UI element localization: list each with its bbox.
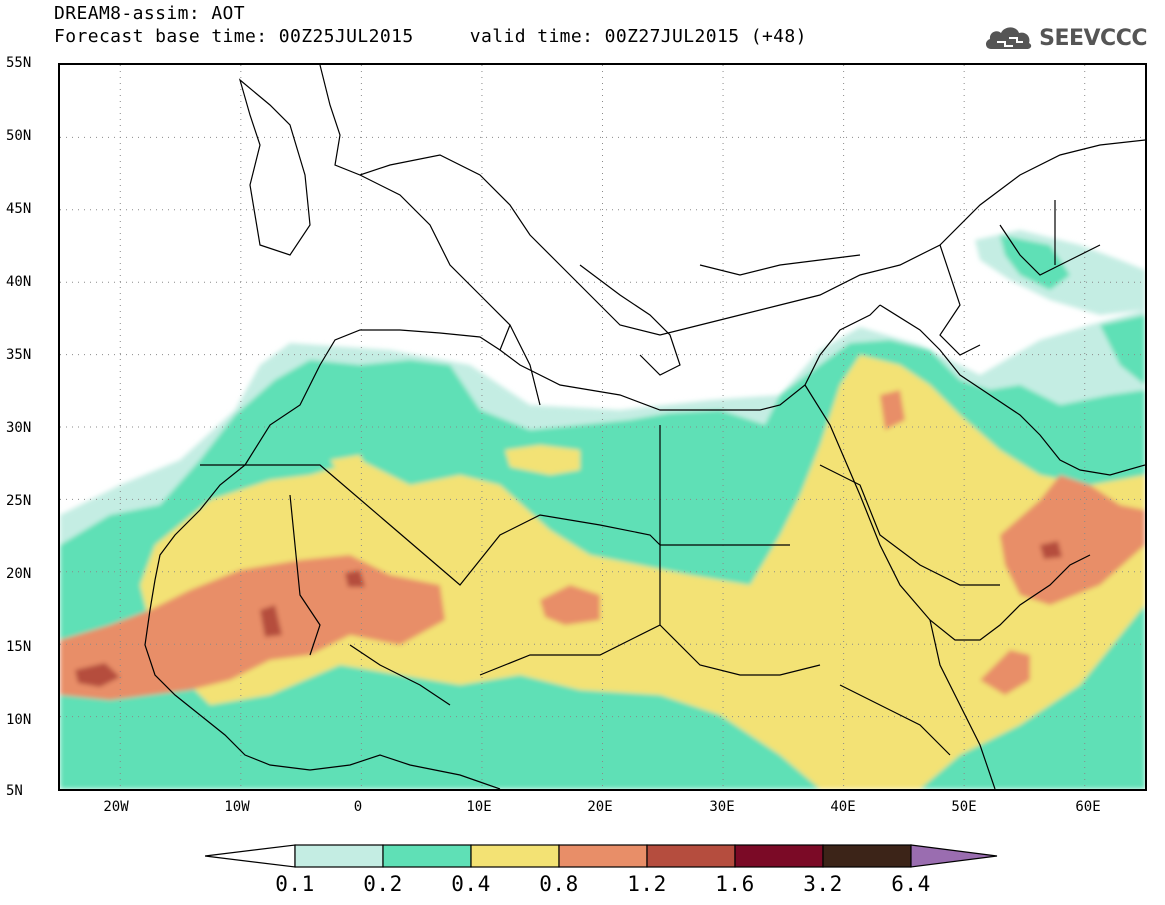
map-canvas xyxy=(60,65,1145,789)
lat-label-25n: 25N xyxy=(6,493,32,509)
aot-field-0-8 xyxy=(60,555,445,700)
lon-label-20e: 20E xyxy=(587,799,613,815)
coastlines xyxy=(144,65,1145,789)
brand-name: SEEVCCC xyxy=(1039,25,1147,51)
lat-label-20n: 20N xyxy=(6,566,32,582)
cloud-icon xyxy=(986,27,1032,49)
colorbar-label-0-2: 0.2 xyxy=(363,872,403,896)
lon-label-0: 0 xyxy=(353,799,363,815)
aot-field-0-4c xyxy=(330,455,370,480)
aot-field-0-8b xyxy=(540,585,600,625)
aot-contour-fields xyxy=(60,230,1145,789)
lat-label-40n: 40N xyxy=(6,274,32,290)
colorbar-label-0-1: 0.1 xyxy=(275,872,315,896)
colorbar-segment-1-6 xyxy=(734,844,824,868)
colorbar xyxy=(205,844,998,868)
valid-time: valid time: 00Z27JUL2015 (+48) xyxy=(469,26,807,47)
colorbar-segment-0-1 xyxy=(294,844,384,868)
lon-label-10e: 10E xyxy=(466,799,492,815)
colorbar-label-1-2: 1.2 xyxy=(627,872,667,896)
aot-map xyxy=(58,63,1147,791)
colorbar-label-6-4: 6.4 xyxy=(891,872,931,896)
aot-field-0-2c xyxy=(1100,315,1145,385)
graticule xyxy=(60,65,1145,789)
colorbar-segment-0-4 xyxy=(470,844,560,868)
colorbar-below-triangle xyxy=(205,844,296,868)
aot-field-1-2b xyxy=(260,605,282,637)
lon-label-50e: 50E xyxy=(951,799,977,815)
aot-field-0-8d xyxy=(980,650,1030,695)
lat-label-15n: 15N xyxy=(6,639,32,655)
colorbar-segment-0-8 xyxy=(558,844,648,868)
lon-label-10w: 10W xyxy=(224,799,250,815)
lat-label-45n: 45N xyxy=(6,201,32,217)
colorbar-above-triangle xyxy=(910,844,998,868)
colorbar-segment-0-2 xyxy=(382,844,472,868)
colorbar-label-0-8: 0.8 xyxy=(539,872,579,896)
aot-field-0-8e xyxy=(880,390,905,430)
aot-field-0-2b xyxy=(1000,235,1070,290)
aot-field-1-2d xyxy=(1040,541,1062,559)
seevccc-logo: SEEVCCC xyxy=(983,22,1147,54)
lat-label-35n: 35N xyxy=(6,347,32,363)
aot-field-0-4b xyxy=(505,445,580,475)
map-title: DREAM8-assim: AOT xyxy=(54,3,246,24)
lon-label-40e: 40E xyxy=(830,799,856,815)
aot-field-1-2c xyxy=(345,570,365,587)
lon-label-30e: 30E xyxy=(709,799,735,815)
colorbar-label-1-6: 1.6 xyxy=(715,872,755,896)
colorbar-label-3-2: 3.2 xyxy=(803,872,843,896)
aot-field-0-8c xyxy=(1000,475,1145,605)
time-info: Forecast base time: 00Z25JUL2015 valid t… xyxy=(54,27,807,47)
aot-field-1-2 xyxy=(75,663,120,687)
lat-label-55n: 55N xyxy=(6,55,32,71)
lat-label-50n: 50N xyxy=(6,128,32,144)
lon-label-20w: 20W xyxy=(103,799,129,815)
lon-label-60e: 60E xyxy=(1075,799,1101,815)
colorbar-label-0-4: 0.4 xyxy=(451,872,491,896)
colorbar-segment-3-2 xyxy=(822,844,912,868)
lat-label-30n: 30N xyxy=(6,420,32,436)
lat-label-10n: 10N xyxy=(6,712,32,728)
colorbar-segment-1-2 xyxy=(646,844,736,868)
lat-label-5n: 5N xyxy=(6,783,23,799)
base-time: Forecast base time: 00Z25JUL2015 xyxy=(54,26,414,47)
